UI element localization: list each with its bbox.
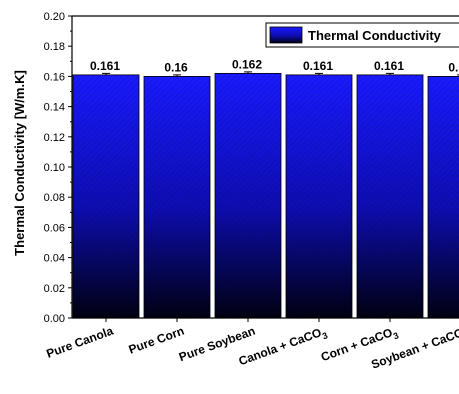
legend-swatch bbox=[269, 26, 303, 44]
axes-layer bbox=[71, 15, 459, 322]
y-tick-label: 0.02 bbox=[44, 283, 65, 295]
y-axis-title: Thermal Conductivity [W/m.K] bbox=[12, 70, 27, 256]
data-label: 0.161 bbox=[374, 59, 404, 73]
bar-texture bbox=[144, 76, 210, 319]
bar-texture bbox=[286, 74, 352, 318]
data-label: 0.161 bbox=[90, 59, 120, 73]
data-labels-layer: 0.161 0.16 0.162 0.161 0.161 0.16 bbox=[90, 57, 459, 74]
errorbars-layer bbox=[102, 71, 459, 77]
y-tick-label: 0.10 bbox=[44, 162, 65, 174]
y-ticks-layer: 0.00 0.02 0.04 0.06 0.08 0.10 0.12 0.14 0.16 0.18… bbox=[44, 11, 72, 325]
x-tick-label: Pure Canola bbox=[44, 324, 115, 361]
y-tick-label: 0.18 bbox=[44, 41, 65, 53]
bar-texture bbox=[73, 74, 139, 318]
data-label: 0.161 bbox=[303, 59, 333, 73]
y-tick-label: 0.00 bbox=[44, 313, 65, 325]
legend: Thermal Conductivity bbox=[265, 22, 459, 48]
bars-layer bbox=[72, 72, 459, 319]
data-label: 0.162 bbox=[232, 57, 262, 71]
bar-texture bbox=[357, 74, 423, 318]
y-tick-label: 0.08 bbox=[44, 192, 65, 204]
y-tick-label: 0.14 bbox=[44, 102, 65, 114]
y-tick-label: 0.12 bbox=[44, 132, 65, 144]
bar-texture bbox=[215, 73, 281, 318]
data-label: 0.16 bbox=[164, 60, 188, 74]
y-tick-label: 0.16 bbox=[44, 71, 65, 83]
bar-texture bbox=[428, 76, 459, 319]
data-label: 0.16 bbox=[448, 60, 459, 74]
legend-label: Thermal Conductivity bbox=[308, 28, 442, 43]
y-tick-label: 0.06 bbox=[44, 222, 65, 234]
y-tick-label: 0.04 bbox=[44, 253, 65, 265]
y-tick-label: 0.20 bbox=[44, 11, 65, 23]
